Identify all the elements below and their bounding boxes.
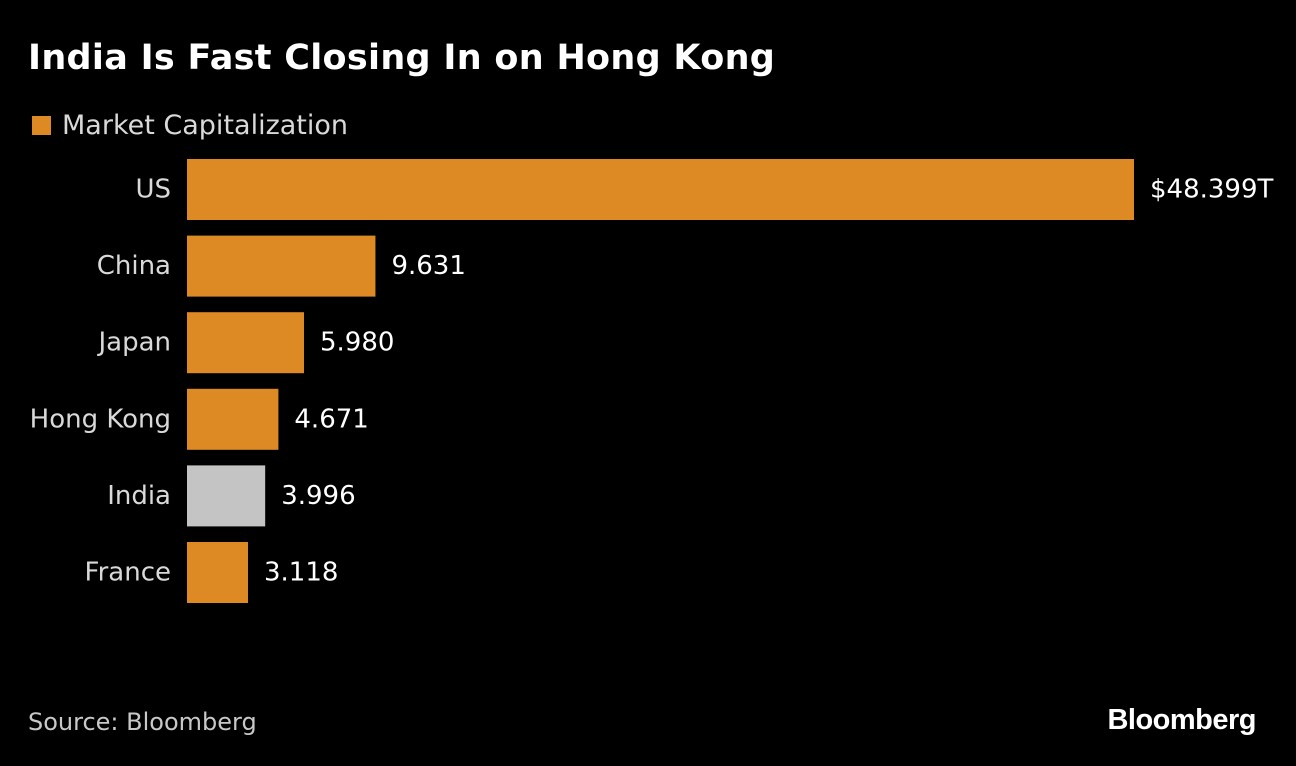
legend: Market Capitalization	[32, 108, 348, 142]
category-label: Japan	[96, 328, 171, 358]
bar-us	[187, 159, 1134, 220]
bar-chart: US $48.399T China 9.631 Japan 5.980 Hong Kong 4…	[30, 159, 1274, 603]
category-label: France	[85, 558, 171, 588]
legend-label: Market Capitalization	[62, 109, 349, 141]
bloomberg-logo: Bloomberg	[1107, 704, 1256, 736]
category-label: China	[97, 251, 171, 281]
category-label: US	[135, 175, 171, 205]
category-label: Hong Kong	[30, 404, 171, 434]
bar-france	[187, 542, 249, 603]
legend-swatch	[32, 115, 51, 135]
bar-china	[187, 235, 376, 297]
bar-japan	[187, 312, 305, 374]
category-label: India	[107, 481, 171, 511]
value-label: 3.996	[281, 481, 355, 511]
value-label: 3.118	[264, 558, 338, 588]
bar-hong-kong	[187, 388, 279, 450]
value-label: 4.671	[294, 404, 368, 434]
chart-title: India Is Fast Closing In on Hong Kong	[28, 38, 776, 78]
value-label: 9.631	[391, 251, 465, 281]
source-note: Source: Bloomberg	[28, 708, 257, 736]
bar-india	[187, 465, 266, 527]
value-label: $48.399T	[1150, 175, 1274, 205]
value-label: 5.980	[320, 328, 394, 358]
